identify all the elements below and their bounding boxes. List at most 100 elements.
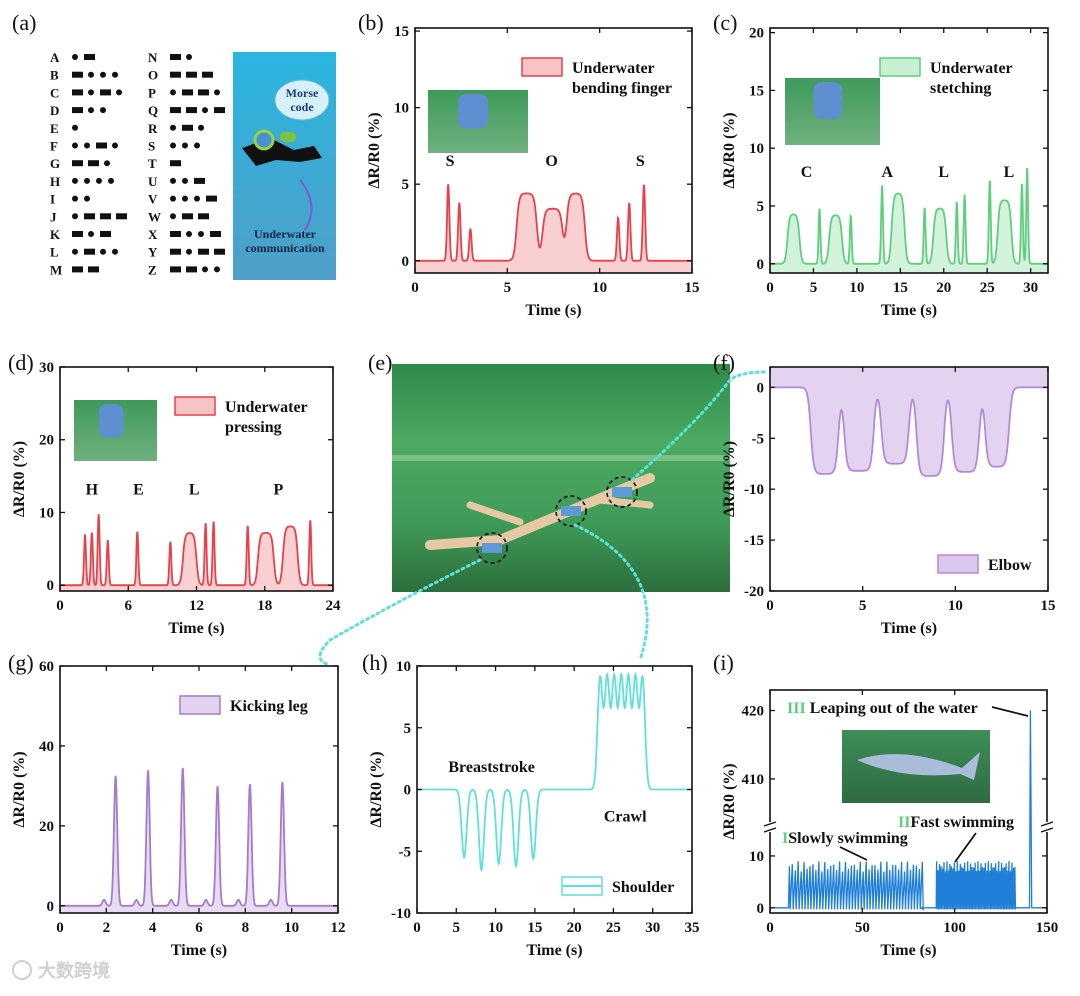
y-tick-label: 0 [402,254,410,270]
dash-icon [170,266,181,273]
x-tick-label: 6 [195,920,203,936]
x-tick-label: 10 [592,280,607,296]
series-line [770,710,1047,911]
dash-icon [170,231,181,237]
dash-icon [198,89,209,96]
dot-icon [100,107,106,114]
x-tick-label: 25 [980,280,995,296]
dash-icon [186,266,197,273]
y-tick-label: 10 [394,101,409,117]
morse-code [72,142,118,149]
mannequin-limbs [466,496,654,526]
morse-code [170,213,209,220]
dot-icon [88,71,94,78]
dot-icon [72,142,78,149]
morse-code [72,160,110,167]
dash-icon [214,107,225,114]
dash-icon [206,195,217,202]
dash-icon [100,213,111,220]
y-tick-label: 40 [39,739,54,755]
panel-label: (g) [8,650,34,675]
axis-break-icon [1040,821,1054,833]
series-line [417,671,692,873]
connector-to-g [318,558,482,667]
x-tick-label: 150 [1036,920,1059,936]
morse-letter: Y [148,245,158,260]
connector-to-h [573,523,649,662]
y-tick-label: 0 [757,257,765,273]
dot-icon [84,142,90,149]
glove-hand [813,82,842,119]
x-tick-label: 0 [56,598,64,614]
morse-code [72,213,127,220]
annotation-text: Slowly swimming [788,830,908,847]
dot-icon [72,124,78,131]
y-tick-label: -20 [744,584,764,600]
x-tick-label: 15 [685,280,700,296]
dot-icon [84,195,90,202]
dot-icon [170,142,176,149]
axes-frame [769,366,1049,592]
series-line [770,167,1048,265]
y-tick-label: 10 [749,141,764,157]
y-tick-label: -15 [744,533,764,549]
glove-hand [458,94,488,129]
dot-icon [182,195,188,202]
y-tick-label: 0 [757,380,765,396]
series-fill [60,768,338,913]
dash-icon [88,160,99,167]
y-axis-label: ΔR/R0 (%) [11,751,28,827]
annotation: H [86,481,99,498]
y-tick-label: 0 [757,901,765,917]
panel-e-photo: (e) [318,350,767,667]
x-axis-label: Time (s) [168,620,224,637]
series-fill [770,168,1048,273]
x-tick-label: 15 [527,920,542,936]
morse-letter: N [148,50,158,65]
dash-icon [100,89,111,96]
dot-icon [170,124,176,131]
y-tick-label: 0 [47,578,55,594]
legend-swatch [179,695,221,715]
legend-swatch [521,57,563,77]
series-line [770,386,1048,477]
x-axis-label: Time (s) [525,302,581,319]
dash-icon [72,231,83,237]
y-tick-label: 30 [39,360,54,376]
annotation: III Leaping out of the water [787,700,978,717]
morse-letter: C [50,85,59,100]
morse-letter: V [148,192,158,207]
cloud-text: code [290,100,314,114]
y-tick-label: 5 [757,199,765,215]
x-tick-label: 10 [948,598,963,614]
dash-icon [198,213,209,220]
annotation: L [189,481,200,498]
dot-icon [84,177,90,184]
x-tick-label: 24 [326,598,342,614]
dot-icon [96,177,102,184]
x-tick-label: 4 [149,920,157,936]
morse-code [72,231,111,237]
x-tick-label: 5 [810,280,818,296]
axis-break-icon [763,821,777,833]
legend-swatch [174,396,216,416]
y-axis-label: ΔR/R0 (%) [721,112,738,188]
panel-label: (d) [8,350,34,375]
dash-icon [84,213,95,220]
panel-label: (c) [713,10,737,35]
legend-text: bending finger [572,80,672,97]
dot-icon [108,177,114,184]
x-tick-label: 25 [606,920,621,936]
dash-icon [72,107,83,114]
dot-icon [88,107,94,114]
series-line [60,514,333,587]
x-tick-label: 20 [936,280,951,296]
shoulder-sensor [612,487,632,497]
series-line [415,184,692,262]
dot-icon [202,266,208,273]
dash-icon [170,160,181,167]
x-tick-label: 0 [56,920,64,936]
y-tick-label: 410 [742,772,765,788]
roman-numeral: III [787,700,806,717]
